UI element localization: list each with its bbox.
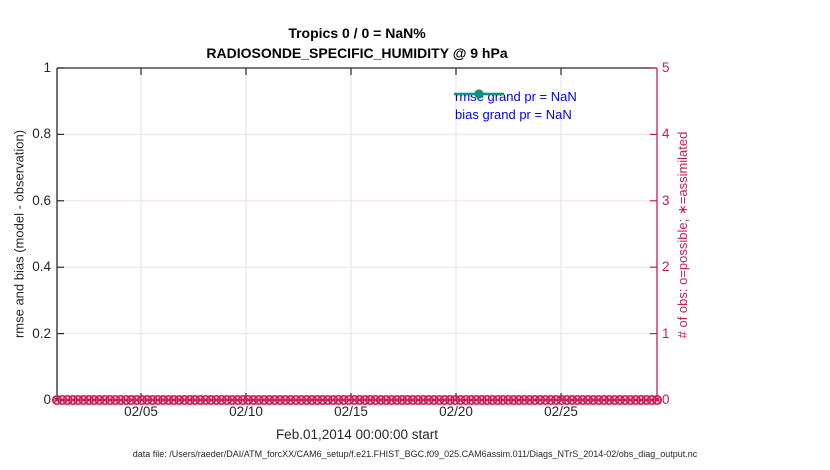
left-tick-label: 0.2 (32, 325, 51, 341)
left-tick-label: 0 (43, 392, 51, 407)
right-axis-label: # of obs: o=possible; ∗=assimilated (675, 131, 690, 339)
right-tick-label: 1 (662, 325, 670, 341)
left-tick-label: 1 (43, 60, 51, 75)
right-tick-label: 2 (662, 259, 670, 275)
left-axis-label: rmse and bias (model - observation) (11, 129, 27, 339)
plot-title-line2: RADIOSONDE_SPECIFIC_HUMIDITY @ 9 hPa (206, 45, 508, 61)
right-tick-label: 3 (662, 192, 670, 208)
gridlines (57, 68, 657, 400)
x-tick-label: 02/25 (544, 404, 578, 419)
left-tick-label: 0.6 (32, 192, 51, 208)
right-tick-label: 5 (662, 60, 670, 75)
x-tick-label: 02/15 (334, 404, 368, 419)
right-tick-label: 0 (662, 392, 670, 407)
legend-item-label: rmse grand pr = NaN (455, 88, 577, 104)
right-tick-label: 4 (662, 126, 670, 142)
legend-line-marker-icon (454, 89, 504, 99)
obs-count-markers (51, 394, 663, 406)
legend-item-bias: bias grand pr = NaN (452, 89, 577, 123)
x-tick-label: 02/05 (124, 404, 158, 419)
x-tick-label: 02/20 (439, 404, 473, 419)
plot-title-line1: Tropics 0 / 0 = NaN% (288, 25, 426, 41)
plot-title: Tropics 0 / 0 = NaN% RADIOSONDE_SPECIFIC… (57, 23, 657, 63)
left-tick-label: 0.4 (32, 259, 51, 275)
legend-item-label: bias grand pr = NaN (455, 106, 572, 122)
x-tick-label: 02/10 (229, 404, 263, 419)
left-tick-label: 0.8 (32, 126, 51, 142)
legend: rmse grand pr = NaN bias grand pr = NaN (452, 87, 577, 123)
x-axis-label: Feb.01,2014 00:00:00 start (275, 427, 439, 442)
data-file-path: data file: /Users/raeder/DAI/ATM_forcXX/… (132, 449, 698, 459)
